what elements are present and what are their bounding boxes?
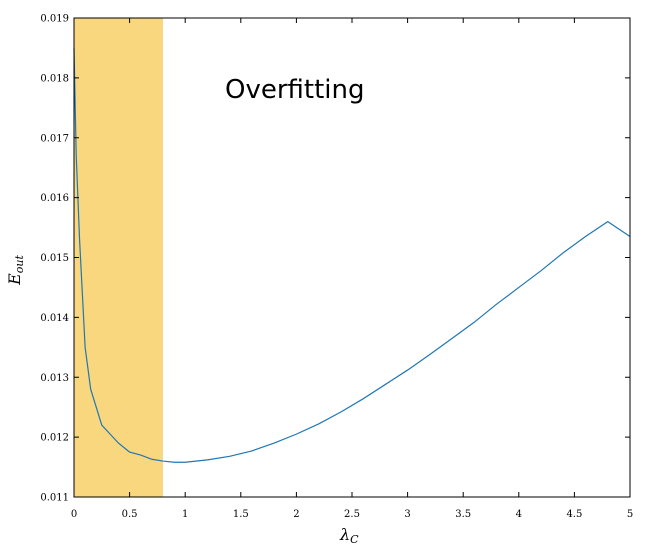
overfitting-region bbox=[74, 18, 163, 497]
y-axis-ticks: 0.011 0.012 0.013 0.014 0.015 0.016 0.017 0.018… bbox=[40, 14, 630, 504]
y-tick-label: 0.019 bbox=[40, 14, 69, 25]
y-tick-label: 0.018 bbox=[40, 73, 69, 84]
x-tick-label: 0.5 bbox=[122, 509, 138, 520]
y-axis-label: Eout bbox=[5, 255, 26, 286]
x-tick-label: 1.5 bbox=[233, 509, 249, 520]
x-tick-label: 2 bbox=[293, 509, 299, 520]
x-tick-label: 3.5 bbox=[455, 509, 471, 520]
x-tick-label: 0 bbox=[71, 509, 77, 520]
y-tick-label: 0.012 bbox=[40, 433, 69, 444]
y-tick-label: 0.014 bbox=[40, 313, 69, 324]
y-tick-label: 0.015 bbox=[40, 253, 69, 264]
annotation-overfitting: Overfitting bbox=[225, 75, 365, 105]
series-layer bbox=[73, 47, 631, 463]
x-tick-label: 4 bbox=[516, 509, 522, 520]
series-line-1 bbox=[73, 47, 631, 463]
y-tick-label: 0.016 bbox=[40, 193, 69, 204]
y-tick-label: 0.011 bbox=[40, 493, 69, 504]
y-tick-label: 0.017 bbox=[40, 133, 69, 144]
x-tick-label: 1 bbox=[182, 509, 188, 520]
x-tick-label: 3 bbox=[404, 509, 410, 520]
x-tick-label: 4.5 bbox=[566, 509, 582, 520]
x-tick-label: 2.5 bbox=[344, 509, 360, 520]
x-axis-ticks: 0 0.5 1 1.5 2 2.5 3 3.5 4 4.5 5 bbox=[71, 18, 633, 520]
plot-background bbox=[74, 18, 630, 497]
y-tick-label: 0.013 bbox=[40, 373, 69, 384]
x-tick-label: 5 bbox=[627, 509, 633, 520]
x-axis-label: λC bbox=[339, 525, 359, 546]
